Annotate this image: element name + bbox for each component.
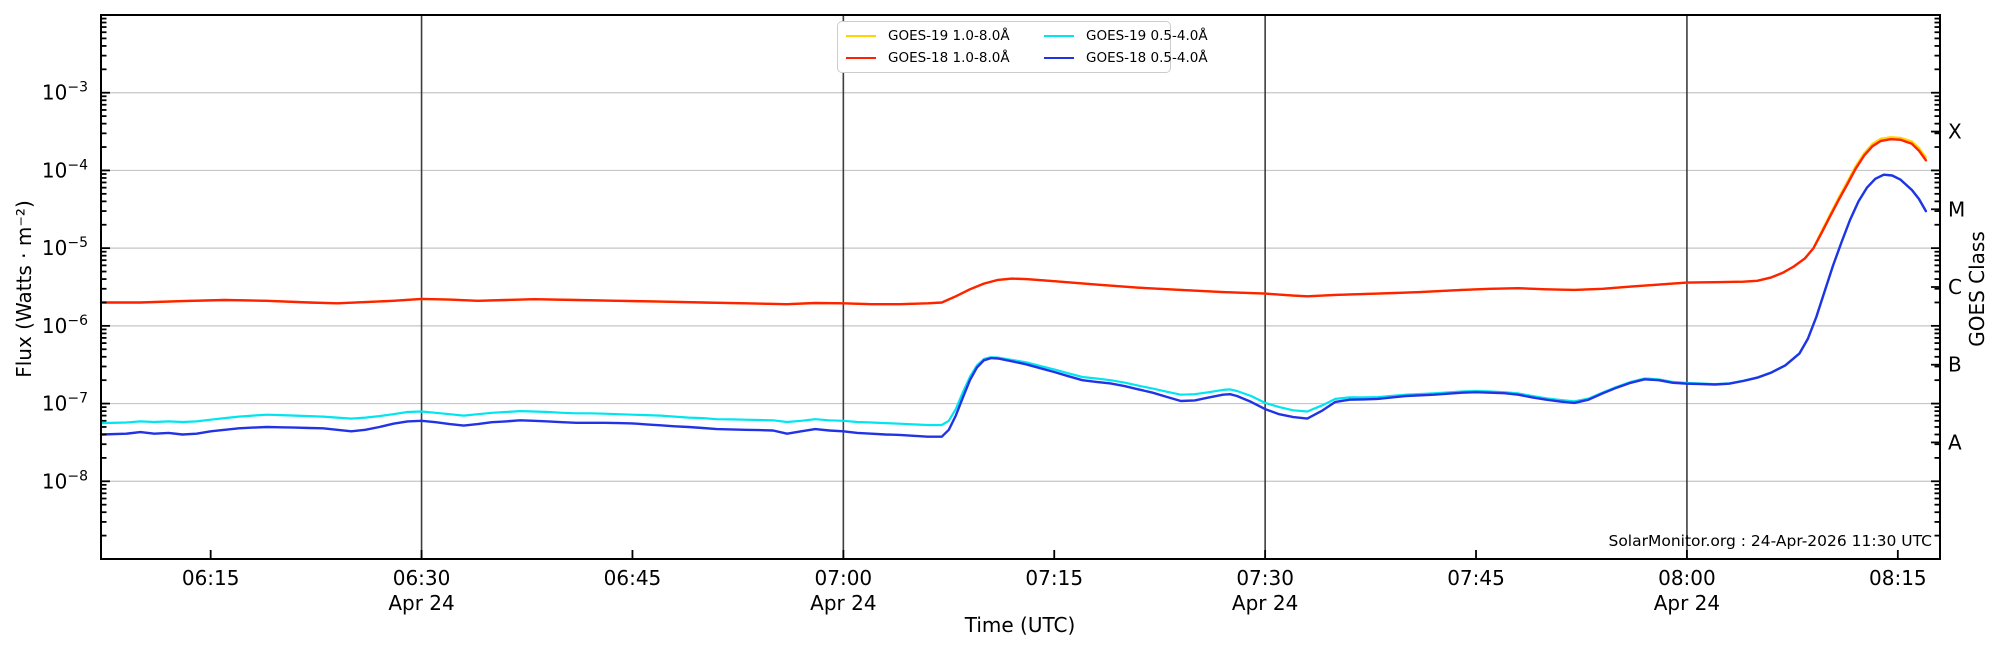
legend-item-goes19-short: GOES-19 0.5-4.0Å	[1044, 25, 1208, 47]
svg-text:08:00: 08:00	[1658, 566, 1716, 590]
svg-text:07:15: 07:15	[1025, 566, 1083, 590]
svg-text:10−7: 10−7	[42, 391, 88, 416]
svg-text:A: A	[1948, 430, 1962, 454]
series-curves	[99, 136, 1928, 438]
y-axis-title: Flux (Watts · m⁻²)	[12, 200, 36, 378]
svg-text:10−3: 10−3	[42, 80, 88, 105]
svg-text:M: M	[1948, 197, 1965, 221]
svg-text:10−4: 10−4	[42, 157, 88, 182]
svg-text:06:30: 06:30	[393, 566, 451, 590]
plot-frame	[100, 14, 1941, 560]
legend-label-goes18-short: GOES-18 0.5-4.0Å	[1086, 50, 1208, 67]
svg-text:07:30: 07:30	[1236, 566, 1294, 590]
svg-text:Apr 24: Apr 24	[1232, 591, 1298, 615]
legend-label-goes18-long: GOES-18 1.0-8.0Å	[888, 50, 1010, 67]
svg-text:07:45: 07:45	[1447, 566, 1505, 590]
legend-swatch-goes19-long	[846, 34, 876, 37]
legend: GOES-19 1.0-8.0Å GOES-19 0.5-4.0Å GOES-1…	[837, 21, 1208, 73]
svg-text:06:45: 06:45	[604, 566, 662, 590]
svg-text:06:15: 06:15	[182, 566, 240, 590]
legend-item-goes18-long: GOES-18 1.0-8.0Å	[846, 47, 1044, 69]
svg-text:07:00: 07:00	[815, 566, 873, 590]
curve-goes18-long	[99, 137, 1928, 306]
svg-text:08:15: 08:15	[1869, 566, 1927, 590]
svg-text:X: X	[1948, 120, 1962, 144]
svg-text:C: C	[1948, 275, 1962, 299]
curve-goes19-short	[99, 173, 1928, 427]
svg-text:Apr 24: Apr 24	[388, 591, 454, 615]
x-axis-title: Time (UTC)	[964, 613, 1076, 637]
legend-swatch-goes19-short	[1044, 34, 1074, 37]
right-axis-title: GOES Class	[1965, 231, 1989, 347]
axis-ticks	[101, 17, 1940, 559]
legend-label-goes19-short: GOES-19 0.5-4.0Å	[1086, 27, 1208, 44]
legend-label-goes19-long: GOES-19 1.0-8.0Å	[888, 27, 1010, 44]
legend-item-goes18-short: GOES-18 0.5-4.0Å	[1044, 47, 1208, 69]
legend-swatch-goes18-short	[1044, 57, 1074, 60]
legend-swatch-goes18-long	[846, 57, 876, 60]
curve-goes18-short	[99, 173, 1928, 438]
svg-text:10−6: 10−6	[42, 313, 88, 338]
svg-text:10−8: 10−8	[42, 468, 88, 493]
svg-text:Apr 24: Apr 24	[1654, 591, 1720, 615]
svg-text:Apr 24: Apr 24	[810, 591, 876, 615]
legend-item-goes19-long: GOES-19 1.0-8.0Å	[846, 25, 1044, 47]
svg-text:B: B	[1948, 353, 1962, 377]
grid-lines	[101, 92, 1940, 482]
watermark: SolarMonitor.org : 24-Apr-2026 11:30 UTC	[1608, 532, 1932, 550]
svg-text:10−5: 10−5	[42, 235, 88, 260]
day-lines	[420, 15, 1688, 559]
